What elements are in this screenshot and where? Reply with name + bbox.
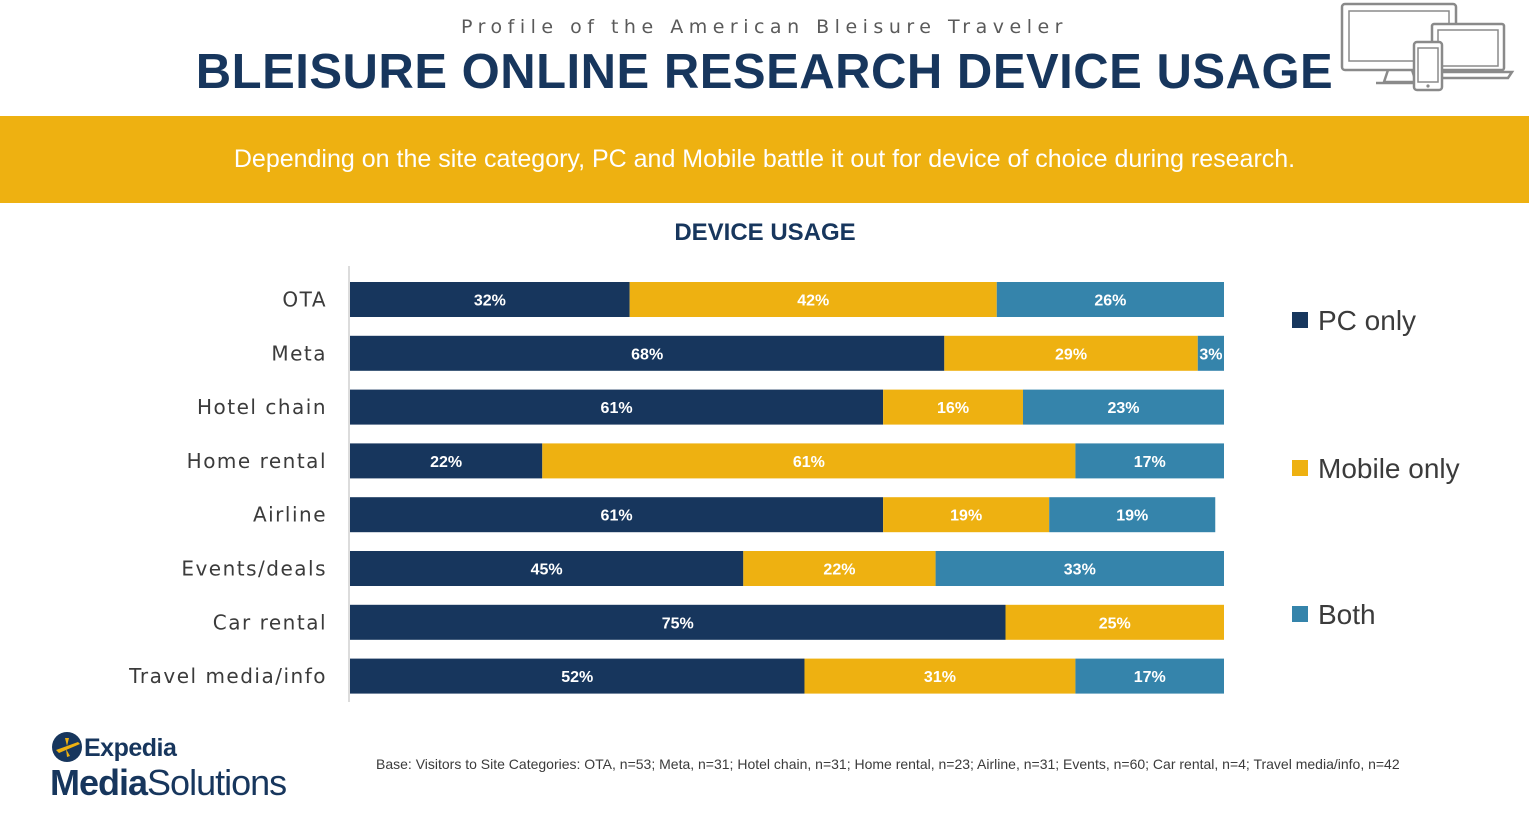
value-label-meta-pc-only: 68% — [631, 346, 663, 363]
value-label-events-deals-mobile-only: 22% — [823, 562, 855, 579]
logo-text-top: Expedia — [84, 734, 177, 762]
bar-car-rental-pc-only — [350, 604, 1006, 640]
logo-text-bold: Media — [50, 762, 148, 803]
category-label-events-deals: Events/deals — [181, 557, 327, 581]
value-label-airline-mobile-only: 19% — [950, 508, 982, 525]
bar-series — [350, 282, 1224, 694]
devices-icon — [1340, 2, 1515, 92]
logo-text-bottom: MediaSolutions — [50, 762, 287, 804]
legend-label-pc-only: PC only — [1318, 305, 1416, 336]
bar-travel-media-info-mobile-only — [804, 658, 1076, 694]
category-label-car-rental: Car rental — [213, 610, 327, 634]
bar-value-labels: 32% 42% 26% 68% 29% 3% 61% 16% 23% 22% 61% 17% 61% 19… — [430, 293, 1222, 687]
legend-swatch-pc-only — [1292, 312, 1308, 328]
base-note: Base: Visitors to Site Categories: OTA, … — [376, 756, 1400, 772]
bar-car-rental-mobile-only — [1005, 604, 1224, 640]
bar-ota-pc-only — [350, 282, 630, 317]
category-label-home-rental: Home rental — [187, 449, 327, 473]
legend-swatch-both — [1292, 606, 1308, 622]
bar-hotel-chain-mobile-only — [883, 389, 1023, 425]
chart-title: DEVICE USAGE — [674, 219, 855, 246]
value-label-hotel-chain-pc-only: 61% — [601, 400, 633, 417]
device-usage-chart: DEVICE USAGE OTA Meta Hotel chain Home rent… — [128, 219, 1460, 702]
category-label-airline: Airline — [253, 503, 327, 527]
page-title: BLEISURE ONLINE RESEARCH DEVICE USAGE — [195, 45, 1334, 99]
bar-home-rental-both — [1075, 443, 1224, 479]
bar-home-rental-pc-only — [350, 443, 543, 479]
value-label-travel-media-info-both: 17% — [1134, 669, 1166, 686]
bar-home-rental-mobile-only — [542, 443, 1076, 479]
bar-ota-both — [996, 282, 1224, 317]
bar-events-deals-both — [935, 551, 1224, 586]
value-label-home-rental-both: 17% — [1134, 454, 1166, 471]
value-label-car-rental-pc-only: 75% — [662, 615, 694, 632]
bar-travel-media-info-pc-only — [350, 658, 805, 694]
bar-events-deals-mobile-only — [743, 551, 936, 586]
category-label-travel-media-info: Travel media/info — [128, 664, 327, 688]
logo-text-rest: Solutions — [147, 762, 287, 803]
legend: PC only Mobile only Both — [1292, 305, 1460, 630]
bar-meta-pc-only — [350, 335, 945, 371]
value-label-meta-both: 3% — [1199, 346, 1222, 363]
bar-hotel-chain-pc-only — [350, 389, 884, 425]
value-label-travel-media-info-mobile-only: 31% — [924, 669, 956, 686]
banner-text: Depending on the site category, PC and M… — [233, 145, 1296, 173]
value-label-airline-pc-only: 61% — [601, 508, 633, 525]
value-label-home-rental-mobile-only: 61% — [793, 454, 825, 471]
value-label-hotel-chain-mobile-only: 16% — [937, 400, 969, 417]
bar-airline-both — [1049, 497, 1216, 533]
value-label-ota-both: 26% — [1094, 293, 1126, 310]
value-label-events-deals-pc-only: 45% — [531, 562, 563, 579]
value-label-hotel-chain-both: 23% — [1107, 400, 1139, 417]
value-label-car-rental-mobile-only: 25% — [1099, 615, 1131, 632]
value-label-airline-both: 19% — [1116, 508, 1148, 525]
legend-label-mobile-only: Mobile only — [1318, 453, 1460, 484]
bar-meta-both — [1197, 335, 1224, 371]
bar-hotel-chain-both — [1022, 389, 1224, 425]
value-label-events-deals-both: 33% — [1064, 562, 1096, 579]
value-label-home-rental-pc-only: 22% — [430, 454, 462, 471]
bar-events-deals-pc-only — [350, 551, 744, 586]
bar-airline-mobile-only — [883, 497, 1050, 533]
bar-airline-pc-only — [350, 497, 884, 533]
value-label-meta-mobile-only: 29% — [1055, 346, 1087, 363]
bar-ota-mobile-only — [629, 282, 997, 317]
legend-label-both: Both — [1318, 599, 1376, 630]
value-label-ota-mobile-only: 42% — [797, 293, 829, 310]
bar-meta-mobile-only — [944, 335, 1198, 371]
category-label-ota: OTA — [282, 288, 327, 312]
category-label-meta: Meta — [271, 341, 327, 365]
value-label-travel-media-info-pc-only: 52% — [561, 669, 593, 686]
category-labels: OTA Meta Hotel chain Home rental Airline Even… — [128, 288, 327, 689]
expedia-media-solutions-logo: Expedia MediaSolutions — [48, 730, 318, 810]
headline-banner: Depending on the site category, PC and M… — [0, 116, 1529, 203]
bar-travel-media-info-both — [1075, 658, 1224, 694]
value-label-ota-pc-only: 32% — [474, 293, 506, 310]
legend-swatch-mobile-only — [1292, 460, 1308, 476]
expedia-globe-icon — [52, 732, 82, 762]
supertitle: Profile of the American Bleisure Travele… — [461, 16, 1068, 38]
category-label-hotel-chain: Hotel chain — [197, 395, 327, 419]
